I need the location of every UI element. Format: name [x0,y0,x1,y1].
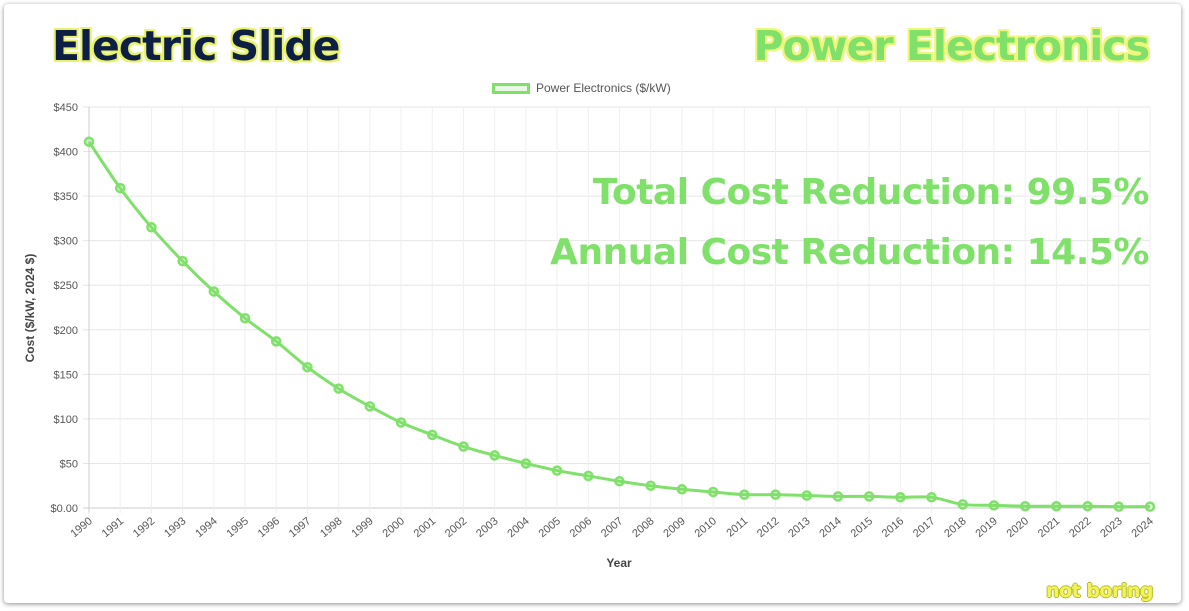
x-tick-label: 2002 [443,515,469,540]
data-point[interactable] [395,417,407,428]
data-point[interactable] [1082,500,1093,512]
data-point[interactable] [83,136,95,148]
x-tick-label: 2012 [755,515,781,540]
x-tick-label: 2018 [942,515,968,540]
x-tick-label: 2021 [1036,515,1062,540]
x-tick-label: 2004 [505,515,531,540]
x-tick-label: 1999 [349,515,375,540]
x-axis-ticks: 1990 1991 1992 1993 1994 1995 1996 1997 1998 1999… [68,515,1155,540]
data-point[interactable] [676,484,688,495]
x-tick-label: 2007 [599,515,625,540]
series-line [87,140,1151,509]
data-point[interactable] [770,489,781,500]
data-point[interactable] [1051,500,1062,512]
chart-card [4,4,1181,603]
chart-subject-title: Power Electronics [753,22,1150,70]
x-tick-label: 2009 [661,515,687,540]
x-tick-label: 2015 [849,515,875,540]
data-point[interactable] [988,500,1000,511]
data-point[interactable] [239,312,251,324]
legend-label: Power Electronics ($/kW) [536,81,671,95]
total-cost-reduction: Total Cost Reduction: 99.5% [592,172,1150,213]
y-tick-label: $300 [54,236,78,248]
x-tick-label: 1992 [131,515,157,540]
grid-lines [83,106,1151,513]
y-axis-ticks: $0.00 $50 $100 $150 $200 $250 $300 $350 $400 $450 [50,102,78,515]
x-tick-label: 2020 [1005,515,1031,540]
x-tick-label: 2023 [1098,515,1124,540]
y-tick-label: $350 [54,191,78,203]
y-tick-label: $450 [54,102,78,114]
data-points [83,136,1156,512]
data-point[interactable] [489,450,500,461]
x-tick-label: 2014 [817,515,843,540]
annual-cost-reduction: Annual Cost Reduction: 14.5% [550,232,1149,273]
x-tick-label: 1997 [287,515,313,540]
x-tick-label: 1994 [193,515,219,540]
x-tick-label: 2008 [630,515,656,540]
x-tick-label: 1990 [68,515,94,540]
data-point[interactable] [146,222,157,233]
data-point[interactable] [364,401,376,412]
data-point[interactable] [1144,501,1156,512]
x-tick-label: 2011 [724,515,750,539]
y-axis-title: Cost ($/kW, 2024 $) [23,254,37,363]
data-point[interactable] [520,458,532,469]
x-tick-label: 2010 [693,515,719,540]
page-title: Electric Slide [52,22,340,70]
data-point[interactable] [551,465,563,476]
x-tick-label: 2000 [381,515,407,540]
data-point[interactable] [895,492,906,503]
data-point[interactable] [270,336,282,347]
y-tick-label: $0.00 [50,503,78,515]
brand-watermark: not boring [1046,580,1153,602]
data-point[interactable] [583,470,594,482]
x-tick-label: 2001 [412,515,438,540]
x-tick-label: 1993 [162,515,188,540]
data-point[interactable] [863,491,875,502]
data-point[interactable] [957,499,969,510]
data-point[interactable] [739,489,750,500]
y-tick-label: $100 [54,414,78,426]
data-point[interactable] [707,486,719,498]
x-tick-label: 2013 [786,515,812,540]
y-tick-label: $400 [54,147,78,159]
data-point[interactable] [614,476,625,487]
x-tick-label: 2024 [1129,515,1155,540]
x-tick-label: 2017 [911,515,937,540]
x-tick-label: 2005 [537,515,563,540]
legend[interactable]: Power Electronics ($/kW) [492,81,671,95]
x-tick-label: 1996 [256,515,282,540]
data-point[interactable] [458,441,469,452]
data-point[interactable] [177,255,188,267]
y-tick-label: $250 [54,280,78,292]
data-point[interactable] [302,361,313,373]
data-point[interactable] [427,429,438,441]
x-tick-label: 2019 [973,515,999,540]
data-point[interactable] [114,182,126,194]
y-tick-label: $200 [54,325,78,337]
x-tick-label: 2003 [474,515,500,540]
x-tick-label: 1995 [224,515,250,540]
data-point[interactable] [645,480,656,491]
x-tick-label: 2016 [880,515,906,540]
x-tick-label: 1991 [100,515,126,540]
x-tick-label: 2022 [1067,515,1093,540]
y-tick-label: $50 [60,458,78,470]
y-tick-label: $150 [54,369,78,381]
data-point[interactable] [208,286,220,297]
x-tick-label: 2006 [568,515,594,540]
data-point[interactable] [801,490,812,501]
x-axis-title: Year [606,556,632,570]
data-point[interactable] [1019,500,1031,512]
data-point[interactable] [1113,501,1125,512]
data-point[interactable] [333,383,344,394]
data-point[interactable] [832,491,844,502]
legend-swatch [492,82,530,94]
x-tick-label: 1998 [318,515,344,540]
data-point[interactable] [926,492,937,503]
